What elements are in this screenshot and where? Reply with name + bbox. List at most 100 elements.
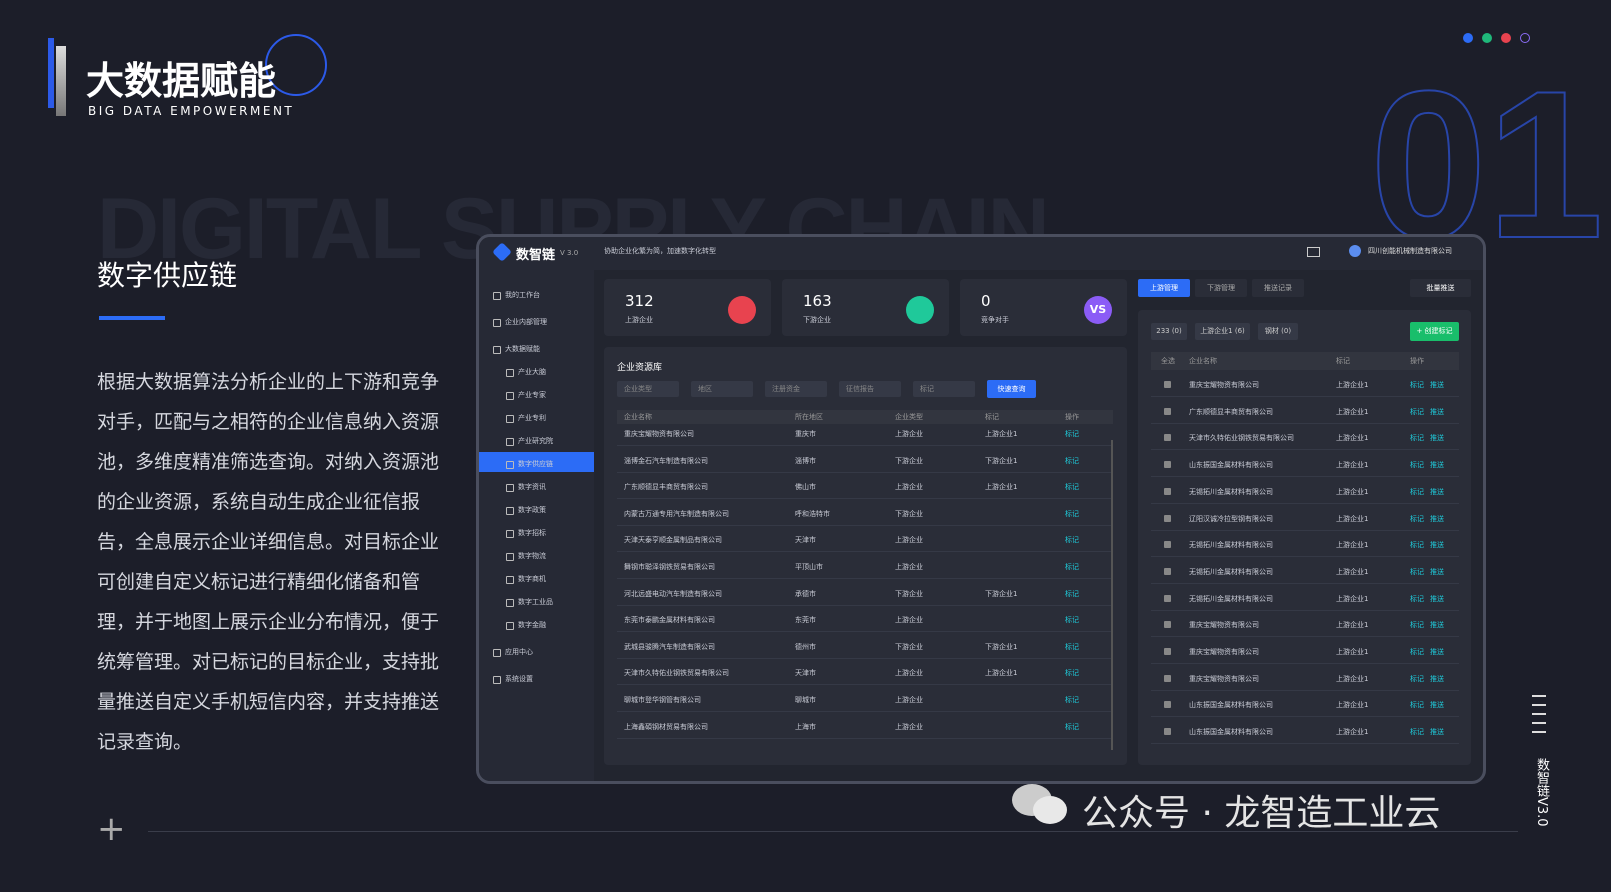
tag[interactable]: 上游企业1 (6) xyxy=(1195,323,1250,340)
action-link[interactable]: 推送 xyxy=(1430,701,1444,710)
plus-icon: + xyxy=(97,809,126,849)
action-link[interactable]: 推送 xyxy=(1430,541,1444,550)
menu-item[interactable]: 产业研究院 xyxy=(518,437,553,445)
menu-item[interactable]: 数字供应链 xyxy=(518,460,553,468)
menu-icon xyxy=(506,553,514,561)
checkbox[interactable] xyxy=(1164,487,1171,495)
menu-item[interactable]: 数字商机 xyxy=(518,575,546,583)
action-link[interactable]: 标记 xyxy=(1410,648,1424,656)
checkbox[interactable] xyxy=(1164,514,1171,522)
action-link[interactable]: 标记 xyxy=(1410,541,1424,550)
mark-link[interactable]: 标记 xyxy=(1065,616,1079,625)
menu-item[interactable]: 数字资讯 xyxy=(518,483,546,491)
mark-link[interactable]: 标记 xyxy=(1065,696,1079,704)
checkbox[interactable] xyxy=(1164,621,1171,629)
mark-link[interactable]: 标记 xyxy=(1065,563,1079,571)
create-button[interactable]: + 创建标记 xyxy=(1410,322,1459,341)
action-link[interactable]: 推送 xyxy=(1430,674,1444,683)
mark-link[interactable]: 标记 xyxy=(1065,589,1079,598)
mark-link[interactable]: 标记 xyxy=(1065,430,1079,438)
stat-label: 下游企业 xyxy=(803,316,831,324)
action-link[interactable]: 标记 xyxy=(1410,514,1424,523)
menu-item[interactable]: 产业大脑 xyxy=(518,368,546,376)
action-link[interactable]: 推送 xyxy=(1430,594,1444,603)
tab[interactable]: 上游管理 xyxy=(1138,279,1190,297)
checkbox[interactable] xyxy=(1164,674,1171,682)
filter[interactable] xyxy=(617,381,679,397)
action-link[interactable]: 标记 xyxy=(1410,701,1424,710)
row-divider xyxy=(1151,609,1459,611)
action-link[interactable]: 标记 xyxy=(1410,594,1424,603)
menu-item[interactable]: 产业专利 xyxy=(518,414,546,422)
tag[interactable]: 233 (0) xyxy=(1151,323,1187,340)
checkbox[interactable] xyxy=(1164,567,1171,575)
section-title: 数字供应链 xyxy=(97,259,238,292)
action-link[interactable]: 推送 xyxy=(1430,407,1444,416)
mark-link[interactable]: 标记 xyxy=(1065,509,1079,518)
action-link[interactable]: 标记 xyxy=(1410,728,1424,737)
menu-item[interactable]: 系统设置 xyxy=(505,675,533,683)
tab[interactable]: 下游管理 xyxy=(1195,279,1247,297)
filter[interactable] xyxy=(839,381,901,397)
mark-link[interactable]: 标记 xyxy=(1065,722,1079,731)
mark-link[interactable]: 标记 xyxy=(1065,456,1079,465)
action-link[interactable]: 推送 xyxy=(1430,567,1444,576)
tag[interactable]: 钢材 (0) xyxy=(1258,323,1298,340)
company[interactable]: 四川创能机械制造有限公司 xyxy=(1368,247,1452,255)
action-link[interactable]: 推送 xyxy=(1430,648,1444,656)
checkbox[interactable] xyxy=(1164,461,1171,469)
menu-item[interactable]: 数字工业品 xyxy=(518,598,553,606)
mark-link[interactable]: 标记 xyxy=(1065,483,1079,492)
action-link[interactable]: 标记 xyxy=(1410,407,1424,416)
checkbox[interactable] xyxy=(1164,407,1171,415)
menu-item[interactable]: 数字政策 xyxy=(518,506,546,514)
row-divider xyxy=(1151,422,1459,424)
checkbox[interactable] xyxy=(1164,434,1171,442)
action-link[interactable]: 推送 xyxy=(1430,434,1444,443)
menu-item[interactable]: 我的工作台 xyxy=(505,291,540,299)
tab[interactable]: 推送记录 xyxy=(1252,279,1304,297)
action-link[interactable]: 标记 xyxy=(1410,674,1424,683)
row-divider xyxy=(1151,636,1459,638)
menu-item[interactable]: 应用中心 xyxy=(505,648,533,656)
filter[interactable] xyxy=(765,381,827,397)
menu-item[interactable]: 大数据赋能 xyxy=(505,345,540,353)
action-link[interactable]: 推送 xyxy=(1430,728,1444,737)
action-link[interactable]: 推送 xyxy=(1430,514,1444,523)
action-link[interactable]: 标记 xyxy=(1410,621,1424,630)
menu-item[interactable]: 产业专家 xyxy=(518,391,546,399)
action-link[interactable]: 标记 xyxy=(1410,567,1424,576)
action-link[interactable]: 推送 xyxy=(1430,461,1444,470)
mark-link[interactable]: 标记 xyxy=(1065,536,1079,545)
action-link[interactable]: 标记 xyxy=(1410,381,1424,389)
action-link[interactable]: 推送 xyxy=(1430,381,1444,389)
cell: 上游企业1 xyxy=(1336,381,1369,389)
checkbox[interactable] xyxy=(1164,648,1171,655)
menu-icon xyxy=(493,346,501,354)
menu-item[interactable]: 数字招标 xyxy=(518,529,546,537)
checkbox[interactable] xyxy=(1164,541,1171,549)
filter[interactable] xyxy=(913,381,975,397)
checkbox[interactable] xyxy=(1164,701,1171,709)
search-button[interactable]: 快速查询 xyxy=(987,380,1036,398)
action-link[interactable]: 标记 xyxy=(1410,461,1424,470)
menu-item[interactable]: 数字物流 xyxy=(518,552,546,560)
mark-link[interactable]: 标记 xyxy=(1065,642,1079,651)
checkbox[interactable] xyxy=(1164,381,1171,388)
checkbox[interactable] xyxy=(1164,594,1171,602)
action-link[interactable]: 标记 xyxy=(1410,434,1424,443)
action-link[interactable]: 标记 xyxy=(1410,487,1424,496)
table-header xyxy=(1151,352,1459,370)
cell: 上游企业 xyxy=(895,722,923,731)
filter[interactable] xyxy=(691,381,753,397)
action-link[interactable]: 推送 xyxy=(1430,621,1444,630)
cell: 下游企业1 xyxy=(985,456,1018,465)
push-button[interactable]: 批量推送 xyxy=(1410,279,1471,297)
cell: 上游企业1 xyxy=(1336,674,1369,683)
cell: 上海鑫碩钢材贸易有限公司 xyxy=(624,722,708,731)
mark-link[interactable]: 标记 xyxy=(1065,669,1079,678)
checkbox[interactable] xyxy=(1164,728,1171,736)
menu-item[interactable]: 数字金融 xyxy=(518,621,546,629)
menu-item[interactable]: 企业内部管理 xyxy=(505,318,547,326)
action-link[interactable]: 推送 xyxy=(1430,487,1444,496)
